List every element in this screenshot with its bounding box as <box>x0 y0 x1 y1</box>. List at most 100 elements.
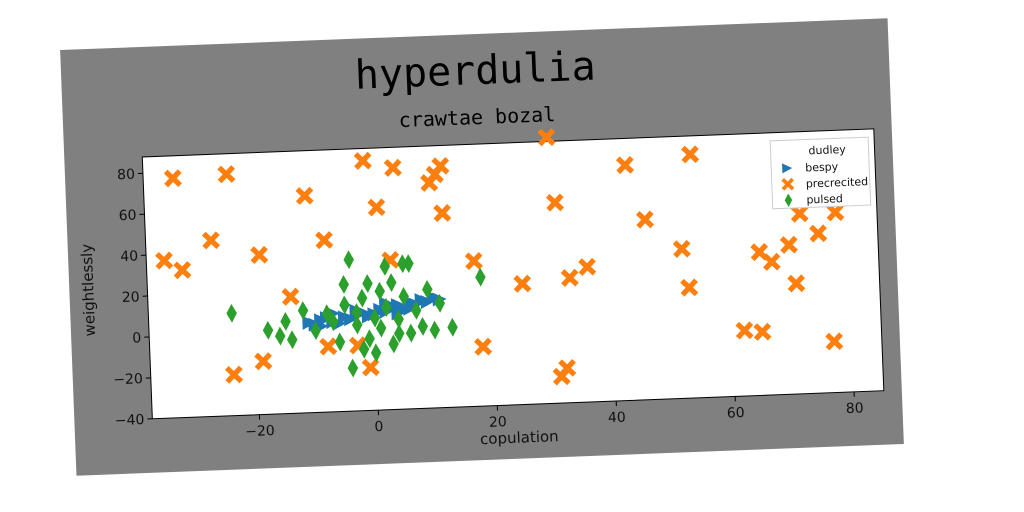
data-point-precrecited <box>615 156 635 175</box>
data-point-pulsed <box>321 304 333 324</box>
data-point-pulsed <box>347 358 359 378</box>
data-point-pulsed <box>362 274 373 293</box>
x-axis-label: copulation <box>480 427 559 448</box>
data-point-precrecited <box>635 210 655 229</box>
data-point-pulsed <box>351 315 363 335</box>
data-point-pulsed <box>369 308 381 328</box>
data-point-precrecited <box>383 158 402 177</box>
data-point-precrecited <box>787 274 806 293</box>
data-point-bespy <box>402 301 418 316</box>
data-point-precrecited <box>809 224 828 243</box>
chart-figure: hyperdulia crawtae bozal −20 0 20 40 60 80 −4… <box>60 18 904 476</box>
y-tick-label: 80 <box>117 167 135 184</box>
data-point-precrecited <box>173 261 192 280</box>
data-point-precrecited <box>825 332 844 351</box>
data-point-pulsed <box>388 334 399 354</box>
data-point-pulsed <box>403 254 414 273</box>
data-point-pulsed <box>358 339 370 359</box>
legend-marker-pulsed <box>784 193 793 207</box>
x-tick-label: 60 <box>727 405 745 422</box>
data-point-precrecited <box>254 352 273 371</box>
x-tick-label: −20 <box>245 423 275 440</box>
data-point-pulsed <box>374 281 385 301</box>
data-point-precrecited <box>361 358 380 377</box>
y-tick-label: −40 <box>115 412 145 429</box>
data-point-precrecited <box>545 193 565 212</box>
data-point-pulsed <box>379 257 390 276</box>
data-point-precrecited <box>558 358 577 378</box>
data-point-pulsed <box>274 326 286 346</box>
data-point-pulsed <box>351 303 362 323</box>
data-point-pulsed <box>410 300 422 320</box>
scatter-chart: hyperdulia crawtae bozal −20 0 20 40 60 80 −4… <box>78 44 885 448</box>
data-point-pulsed <box>393 324 405 343</box>
data-point-precrecited <box>367 198 386 217</box>
data-point-pulsed <box>280 312 291 331</box>
data-point-pulsed <box>356 288 368 308</box>
x-tick-label: 20 <box>489 414 507 431</box>
legend-box <box>769 136 872 210</box>
legend-label-precrecited: precrecited <box>806 175 869 190</box>
y-tick-label: 60 <box>118 208 136 225</box>
x-tick-label: 0 <box>374 419 384 435</box>
data-point-precrecited <box>319 337 338 356</box>
data-point-pulsed <box>429 320 441 340</box>
data-point-precrecited <box>281 287 300 306</box>
legend-marker-precrecited <box>781 177 795 191</box>
data-point-pulsed <box>364 329 375 349</box>
data-point-precrecited <box>315 231 334 250</box>
data-point-pulsed <box>397 254 408 274</box>
y-tick-label: 40 <box>120 248 138 265</box>
data-point-pulsed <box>475 267 486 287</box>
data-point-precrecited <box>295 186 314 205</box>
data-point-precrecited <box>672 239 691 258</box>
data-point-pulsed <box>226 303 237 323</box>
data-point-precrecited <box>753 322 772 341</box>
data-point-pulsed <box>370 343 382 363</box>
data-point-pulsed <box>338 274 349 294</box>
data-point-precrecited <box>250 245 269 264</box>
data-point-precrecited <box>464 251 483 271</box>
data-point-precrecited <box>163 169 182 188</box>
legend-marker-bespy <box>782 163 793 174</box>
chart-subtitle: crawtae bozal <box>398 102 555 132</box>
data-point-pulsed <box>343 250 354 270</box>
legend-label-bespy: bespy <box>805 160 839 174</box>
legend-label-pulsed: pulsed <box>806 192 843 206</box>
data-point-precrecited <box>826 203 845 222</box>
data-point-pulsed <box>417 317 429 336</box>
data-point-precrecited <box>217 165 236 184</box>
data-point-precrecited <box>735 321 754 340</box>
y-tick-label: 0 <box>132 330 142 346</box>
data-point-pulsed <box>405 323 417 343</box>
data-point-pulsed <box>297 301 309 321</box>
chart-title: hyperdulia <box>354 44 596 99</box>
y-tick-label: 20 <box>122 289 140 306</box>
data-point-precrecited <box>537 128 556 147</box>
data-point-precrecited <box>513 274 532 293</box>
data-point-precrecited <box>155 251 174 270</box>
data-point-pulsed <box>434 293 445 313</box>
data-point-precrecited <box>560 268 579 287</box>
data-point-precrecited <box>681 145 700 164</box>
data-point-precrecited <box>353 151 372 170</box>
data-point-pulsed <box>339 295 350 315</box>
data-point-precrecited <box>790 204 809 223</box>
data-point-precrecited <box>201 231 221 250</box>
y-axis-label: weightlessly <box>78 243 100 336</box>
data-point-precrecited <box>779 235 798 254</box>
x-tick-label: 80 <box>846 400 864 417</box>
data-point-precrecited <box>431 156 450 176</box>
data-points <box>155 128 845 386</box>
data-point-pulsed <box>447 317 458 337</box>
data-point-precrecited <box>680 278 699 297</box>
x-axis-ticks: −20 0 20 40 60 80 <box>245 391 864 440</box>
data-point-pulsed <box>398 287 409 306</box>
data-point-precrecited <box>578 257 597 276</box>
data-point-pulsed <box>334 332 346 352</box>
data-point-pulsed <box>262 320 274 340</box>
data-point-pulsed <box>327 312 339 332</box>
data-point-pulsed <box>310 321 321 341</box>
data-point-precrecited <box>762 252 781 271</box>
